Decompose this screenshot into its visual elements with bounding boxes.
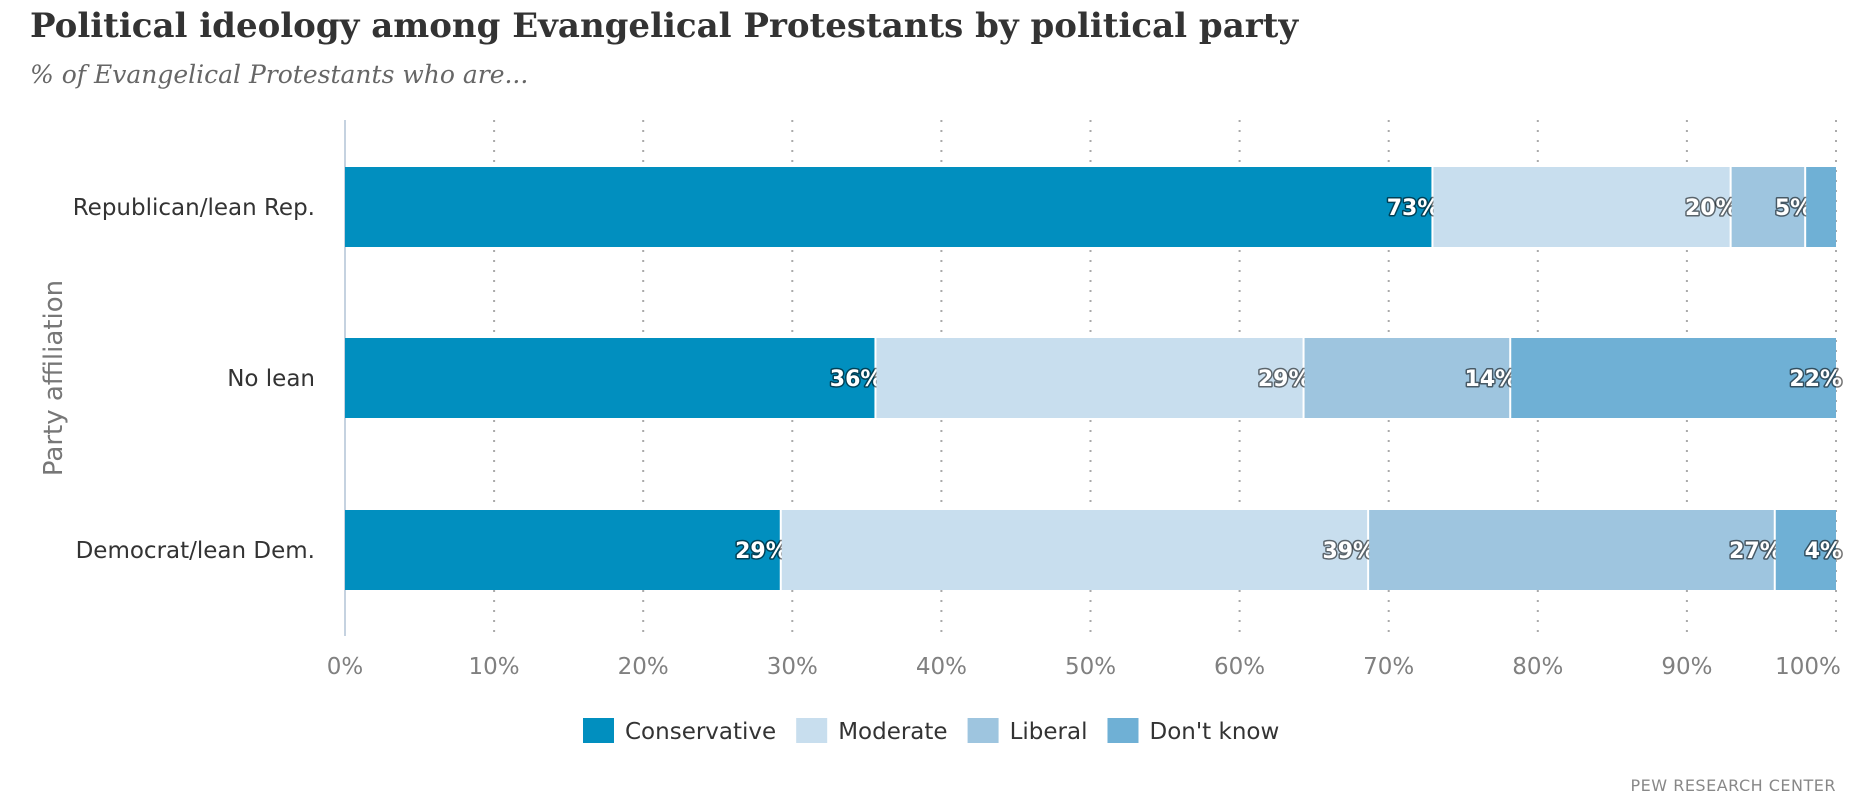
- data-label: 36%: [830, 367, 883, 392]
- bar-segment-conservative: [345, 167, 1432, 247]
- data-label: 39%: [1322, 539, 1375, 564]
- x-tick-label: 40%: [916, 654, 967, 680]
- data-label: 29%: [735, 539, 788, 564]
- data-label: 14%: [1465, 367, 1518, 392]
- x-tick-label: 70%: [1363, 654, 1414, 680]
- x-tick-label: 50%: [1065, 654, 1116, 680]
- data-label: 73%: [1387, 196, 1440, 221]
- x-tick-label: 10%: [469, 654, 520, 680]
- bar-segment-don-t-know: [1775, 510, 1836, 590]
- x-tick-label: 0%: [327, 654, 364, 680]
- bar-segment-liberal: [1731, 167, 1805, 247]
- legend-label: Liberal: [1010, 719, 1088, 745]
- data-label: 29%: [1258, 367, 1311, 392]
- bar-segment-moderate: [876, 338, 1303, 418]
- bar-segment-moderate: [1433, 167, 1730, 247]
- legend-swatch: [967, 718, 999, 743]
- chart-title: Political ideology among Evangelical Pro…: [30, 6, 1299, 46]
- data-label: 27%: [1729, 539, 1782, 564]
- bar-segment-moderate: [781, 510, 1368, 590]
- bar-segment-don-t-know: [1806, 167, 1836, 247]
- legend-item: Conservative: [583, 718, 776, 745]
- bar-segment-conservative: [345, 510, 780, 590]
- data-label: 20%: [1685, 196, 1738, 221]
- bar-segment-conservative: [345, 338, 875, 418]
- x-tick-label: 60%: [1214, 654, 1265, 680]
- source-credit: PEW RESEARCH CENTER: [1630, 776, 1836, 795]
- x-tick-label: 90%: [1661, 654, 1712, 680]
- chart-subtitle: % of Evangelical Protestants who are...: [30, 60, 529, 89]
- legend-item: Don't know: [1107, 718, 1279, 745]
- legend-swatch: [583, 718, 614, 743]
- x-tick-label: 100%: [1775, 654, 1841, 680]
- category-label: No lean: [227, 366, 315, 392]
- legend-label: Don't know: [1149, 719, 1279, 745]
- legend-item: Liberal: [967, 718, 1088, 745]
- category-label: Democrat/lean Dem.: [76, 538, 315, 564]
- legend-swatch: [1107, 718, 1139, 743]
- data-label: 22%: [1789, 367, 1842, 392]
- legend-label: Moderate: [838, 719, 947, 745]
- x-tick-label: 80%: [1512, 654, 1563, 680]
- legend-item: Moderate: [796, 718, 948, 745]
- bar-segment-liberal: [1304, 338, 1510, 418]
- x-tick-label: 20%: [618, 654, 669, 680]
- bar-segment-don-t-know: [1511, 338, 1836, 418]
- x-tick-label: 30%: [767, 654, 818, 680]
- data-label: 4%: [1805, 539, 1842, 564]
- category-label: Republican/lean Rep.: [73, 195, 315, 221]
- legend-swatch: [796, 718, 828, 743]
- bar-segment-liberal: [1369, 510, 1774, 590]
- legend-label: Conservative: [625, 719, 776, 745]
